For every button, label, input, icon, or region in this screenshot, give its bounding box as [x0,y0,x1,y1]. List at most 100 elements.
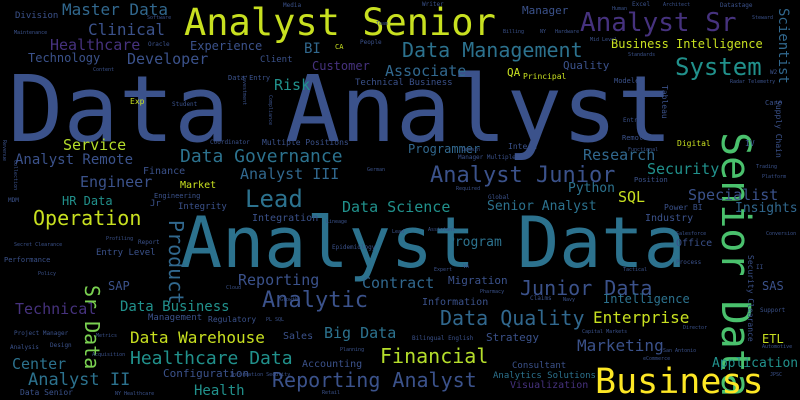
word: Supply Chain [774,100,783,158]
word: Analyst Remote [15,152,134,168]
word: Sales [283,331,314,342]
word: System [675,53,762,81]
word: Revenue [1,140,7,162]
word: Developer [127,50,209,68]
word: Human [612,6,628,12]
word: Exp [130,97,145,106]
word: Regulatory [208,315,257,324]
word: Reporting [238,271,320,289]
word: Care [765,99,782,107]
word: Contract [362,274,435,292]
word: PL SQL [266,317,285,323]
word: Data Senior [20,388,73,397]
word: Data Analyst [8,56,673,163]
word: Information [422,297,489,308]
word: Master Data [62,0,168,19]
word: Data Business [120,299,230,315]
word: Information Security [230,372,291,378]
word: Media [283,2,302,9]
word: Analytics Solutions [493,371,596,381]
word: Health [194,383,245,399]
word: German [367,167,386,173]
word: Experience [190,39,263,53]
word: Market [180,180,217,191]
word: Insights [735,201,798,216]
word: Consultant [512,361,567,371]
word: Lead [392,229,405,235]
word: Coordinator [210,139,250,146]
word: Oracle [148,41,170,48]
word: Data Quality [440,306,585,330]
word: Application [712,356,799,371]
word: Assistant [428,227,456,233]
word: People [360,39,382,46]
word: Hardware [555,29,580,35]
word: Architect [663,2,691,8]
word: Scientist [775,8,791,84]
word: eCommerce [643,356,671,362]
word: VA [463,264,470,270]
word: W2 [770,69,778,76]
word: Expert [434,267,453,273]
word: Maintenance [14,30,48,36]
word: Secret Clearance [14,242,63,248]
word: Analyst Data [180,202,686,284]
word: Excel [632,1,651,8]
word: Service [63,136,127,154]
word: Center [12,355,67,373]
word: Specialist [688,186,779,204]
word: Radar Telemetry [730,79,776,85]
word: Retail [322,390,341,396]
word: Product [164,220,188,305]
word: Engineer [80,173,153,191]
word: JPSC [770,372,783,378]
word: Required [456,186,481,192]
word: Platform [762,174,787,180]
word: Writer [422,1,444,8]
word: Acquisition [92,352,126,358]
word: Tableau [660,85,669,119]
word: Capital Markets [582,329,628,335]
word: Customer [312,59,370,73]
word: Security [647,160,720,178]
word: Support [760,307,786,314]
word: Migration [448,274,508,287]
word: ETL [762,332,784,346]
word: Modeler [614,77,644,85]
word: Research [583,146,656,164]
word: Business Intelligence [611,37,763,51]
word: Analyst III [240,165,340,183]
word: Analyst Junior [430,163,616,188]
word: Entry [623,117,642,124]
word: Datastage [720,2,753,9]
word: Visualization [510,380,589,391]
word: Data Warehouse [130,328,265,347]
word: Salesforce [676,231,707,237]
word: MDM [8,197,19,204]
word: IV [745,139,755,148]
word: Program [447,235,502,250]
word: Collection [12,160,18,191]
word: Integrity [178,202,227,212]
word: Marketing [577,336,664,355]
word: Functional [628,147,659,153]
word: Data Entry [228,74,271,82]
word: QA [507,66,521,79]
word: Technology [28,51,101,65]
word: Automotive [762,344,793,350]
word: Growth [280,297,299,303]
word: Trading [756,164,778,170]
word: Associate [385,62,467,80]
word: Mid Level [590,37,618,43]
word: Conversion [766,231,797,237]
word: Manager [522,4,569,17]
word: Accounting [302,359,363,370]
word: Bilingual English [412,335,474,342]
word: Finance [143,166,186,177]
word: Jr [150,199,161,209]
word: Senior Analyst [487,199,597,214]
word: Process [676,259,702,266]
word: Manager Multiple [458,154,516,161]
word: SAP [108,279,130,293]
